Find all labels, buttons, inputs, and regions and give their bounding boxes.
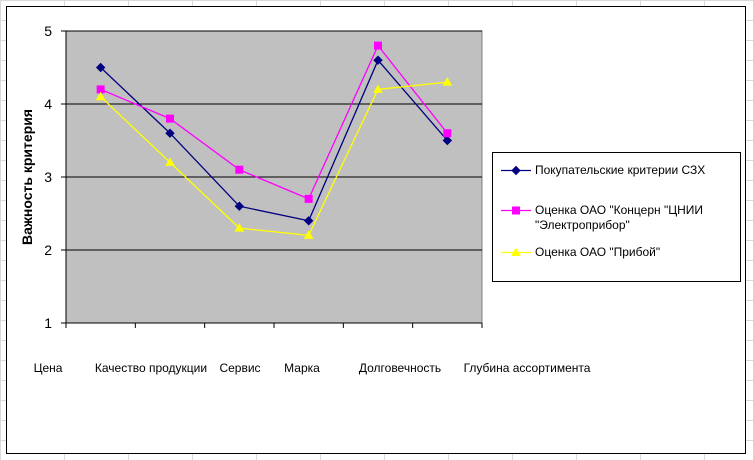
data-point — [443, 129, 452, 138]
y-tick-label: 1 — [44, 315, 52, 331]
category-label: Цена — [34, 361, 63, 375]
data-point — [95, 91, 106, 101]
category-label: Глубина ассортимента — [464, 361, 591, 375]
category-label: Марка — [284, 361, 320, 375]
category-labels: Цена Качество продукции Сервис Марка Долгове… — [34, 361, 591, 375]
y-tick-label: 3 — [44, 169, 52, 185]
legend-key-2 — [501, 206, 531, 215]
series-line-3 — [100, 81, 448, 237]
category-label: Долговечность — [359, 361, 441, 375]
data-point — [304, 194, 313, 203]
legend-marker — [511, 247, 521, 256]
data-point — [442, 77, 453, 86]
data-point — [95, 62, 106, 73]
series-line-1 — [100, 58, 448, 222]
y-tick-label: 4 — [44, 96, 52, 112]
data-point — [303, 216, 314, 226]
data-point — [234, 201, 245, 211]
legend-marker — [511, 165, 521, 176]
data-point — [166, 114, 174, 123]
y-tick-labels: 1 2 3 4 5 — [44, 23, 52, 331]
legend[interactable]: Покупательские критерии СЗХ Оценка ОАО "… — [492, 152, 741, 282]
category-label: Качество продукции — [95, 361, 207, 375]
gridlines — [61, 30, 482, 324]
y-tick-label: 2 — [44, 242, 52, 258]
y-tick-label: 5 — [44, 23, 52, 39]
legend-label-3: Оценка ОАО "Прибой" — [535, 245, 661, 259]
category-label: Сервис — [219, 361, 260, 375]
series-2 — [96, 41, 452, 203]
data-point — [442, 135, 453, 146]
data-point — [165, 128, 175, 138]
data-point — [234, 223, 245, 232]
series-3 — [95, 77, 453, 239]
data-point — [165, 157, 175, 166]
axes — [65, 31, 483, 328]
data-point — [235, 165, 244, 174]
data-point — [373, 84, 383, 93]
legend-key-1 — [501, 165, 531, 176]
legend-label-1: Покупательские критерии СЗХ — [535, 163, 706, 177]
legend-key-3 — [501, 247, 531, 256]
series-lines — [95, 41, 453, 239]
legend-marker — [512, 206, 520, 215]
y-axis-title: Важность критерия — [19, 109, 35, 245]
legend-label-2: Оценка ОАО "Концерн "ЦНИИ "Электроприбор… — [535, 203, 704, 232]
data-point — [373, 55, 383, 65]
data-point — [303, 230, 314, 239]
data-point — [374, 41, 382, 50]
series-1 — [95, 55, 453, 226]
series-line-2 — [100, 44, 448, 200]
